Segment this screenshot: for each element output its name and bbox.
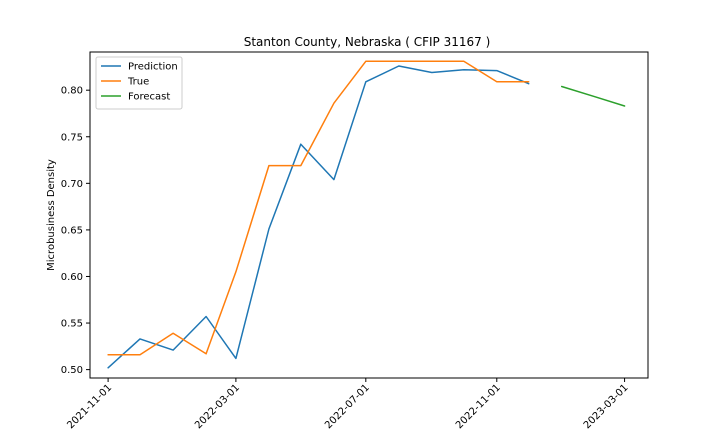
y-axis: 0.50 0.55 0.60 0.65 0.70 0.75 0.80	[61, 86, 90, 376]
y-tick-label: 0.70	[61, 179, 83, 190]
series-line-forecast	[560, 85, 626, 107]
y-axis-label: Microbusiness Density	[46, 159, 57, 271]
y-tick-label: 0.60	[61, 272, 83, 283]
chart-title: Stanton County, Nebraska ( CFIP 31167 )	[244, 35, 491, 49]
y-tick-label: 0.55	[61, 319, 83, 330]
y-tick-label: 0.75	[61, 132, 83, 143]
series-line-prediction	[107, 65, 530, 369]
legend-label-prediction: Prediction	[128, 62, 178, 73]
legend-label-forecast: Forecast	[128, 92, 170, 103]
series-line-true	[107, 60, 530, 356]
legend: Prediction True Forecast	[95, 56, 183, 110]
plot-area	[89, 51, 649, 379]
y-tick-label: 0.65	[61, 225, 83, 236]
y-tick-label: 0.80	[61, 86, 83, 97]
y-tick-label: 0.50	[61, 365, 83, 376]
series-layer	[107, 60, 626, 369]
legend-label-true: True	[127, 77, 149, 88]
